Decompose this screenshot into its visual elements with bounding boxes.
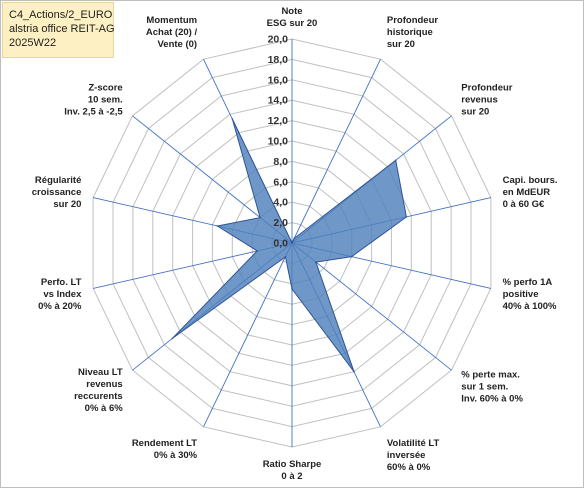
radar-tick-labels: 0,0 2,0 4,0 6,0 8,0 10,0 12,0 14,0 16,0 18,0 20,0: [268, 34, 289, 250]
axis-spoke: [291, 242, 452, 371]
tick-label: 4,0: [273, 197, 288, 209]
axis-label: Profondeur historique sur 20: [387, 15, 438, 50]
tick-label: 0,0: [273, 238, 288, 250]
axis-label-line: historique: [387, 27, 433, 38]
data-point: [284, 255, 287, 258]
tick-label: 20,0: [268, 34, 289, 46]
tick-label: 8,0: [273, 156, 288, 168]
axis-label-line: 0 à 60 G€: [503, 199, 545, 210]
axis-label-line: Achat (20) /: [146, 27, 198, 38]
axis-label: Volatilité LT inversée 60% à 0%: [387, 438, 440, 473]
data-point: [405, 216, 408, 218]
axis-label-line: en MdEUR: [503, 187, 551, 198]
axis-label: Perfo. LT vs Index 0% à 20%: [38, 277, 82, 312]
axis-label-line: Rendement LT: [132, 438, 197, 449]
title-line-1: C4_Actions/2_EURO: [9, 9, 113, 21]
chart-title-box: C4_Actions/2_EURO alstria office REIT-AG…: [2, 2, 115, 58]
data-point: [216, 225, 219, 227]
axis-spoke: [203, 242, 293, 427]
data-point: [231, 118, 234, 120]
axis-label-line: Inv. 60% à 0%: [461, 393, 523, 404]
axis-label-line: reccurents: [74, 391, 123, 402]
data-point: [315, 261, 317, 263]
title-line-3: 2025W22: [9, 37, 57, 49]
axis-label: Rendement LT 0% à 30%: [132, 438, 198, 461]
axis-label-line: 10 sem.: [88, 95, 123, 106]
axis-label-line: Régularité: [35, 175, 81, 186]
axis-label: % perfo 1A positive 40% à 100%: [503, 277, 557, 312]
axis-label-line: 40% à 100%: [503, 301, 557, 312]
axis-label-line: 0% à 20%: [38, 301, 82, 312]
radar-series: [171, 118, 408, 373]
tick-label: 10,0: [268, 136, 289, 148]
axis-label-line: 0 à 2: [281, 471, 302, 482]
tick-label: 16,0: [268, 74, 289, 86]
tick-label: 2,0: [273, 217, 288, 229]
axis-label-line: ESG sur 20: [267, 18, 318, 29]
axis-label-line: Niveau LT: [78, 367, 123, 378]
data-point: [259, 216, 261, 219]
axis-label-line: revenus: [461, 95, 497, 106]
axis-label-line: revenus: [86, 379, 122, 390]
data-point: [394, 159, 397, 162]
axis-label-line: Note: [281, 6, 302, 17]
axis-label: Note ESG sur 20: [267, 6, 318, 29]
axis-label-line: 0% à 30%: [154, 450, 198, 461]
axis-label-line: sur 20: [387, 39, 415, 50]
axis-label: Profondeur revenus sur 20: [461, 83, 512, 118]
data-point: [350, 255, 353, 258]
axis-label-line: Momentum: [146, 15, 197, 26]
data-point: [291, 242, 293, 244]
tick-label: 14,0: [268, 95, 289, 107]
data-point: [293, 237, 296, 240]
axis-label-line: vs Index: [43, 289, 82, 300]
axis-label-line: positive: [503, 289, 539, 300]
radar-axis-labels: Note ESG sur 20 Profondeur historique sur 20…: [32, 6, 558, 482]
data-point: [256, 250, 259, 252]
axis-label: Régularité croissance sur 20: [32, 175, 82, 210]
axis-label-line: % perfo 1A: [503, 277, 553, 288]
axis-label-line: Profondeur: [387, 15, 438, 26]
axis-label-line: Ratio Sharpe: [263, 459, 322, 470]
axis-label: Capi. bours. en MdEUR 0 à 60 G€: [503, 175, 558, 210]
axis-label-line: Volatilité LT: [387, 438, 440, 449]
tick-label: 18,0: [268, 54, 289, 66]
data-point: [291, 288, 293, 290]
axis-label-line: % perte max.: [461, 369, 520, 380]
axis-label-line: sur 20: [461, 107, 489, 118]
axis-label: % perte max. sur 1 sem. Inv. 60% à 0%: [461, 369, 523, 404]
title-line-2: alstria office REIT-AG: [9, 23, 115, 35]
axis-label-line: 60% à 0%: [387, 462, 431, 473]
axis-label: Momentum Achat (20) / Vente (0): [146, 15, 198, 50]
tick-label: 12,0: [268, 115, 289, 127]
axis-label-line: Vente (0): [157, 39, 197, 50]
axis-label: Z-score 10 sem. Inv. 2,5 à -2,5: [64, 83, 123, 118]
tick-label: 6,0: [273, 176, 288, 188]
axis-label-line: Capi. bours.: [503, 175, 558, 186]
axis-label: Ratio Sharpe 0 à 2: [263, 459, 322, 482]
axis-label-line: Profondeur: [461, 83, 512, 94]
axis-label-line: sur 20: [53, 199, 81, 210]
axis-label-line: Z-score: [88, 83, 122, 94]
axis-label-line: sur 1 sem.: [461, 381, 508, 392]
axis-label-line: croissance: [32, 187, 82, 198]
axis-label-line: 0% à 6%: [85, 403, 124, 414]
data-point: [353, 370, 355, 373]
axis-label-line: Inv. 2,5 à -2,5: [64, 107, 123, 118]
axis-label-line: Perfo. LT: [41, 277, 82, 288]
axis-label-line: inversée: [387, 450, 426, 461]
data-point: [171, 337, 174, 340]
axis-spoke: [291, 59, 381, 244]
axis-label: Niveau LT revenus reccurents 0% à 6%: [74, 367, 123, 414]
